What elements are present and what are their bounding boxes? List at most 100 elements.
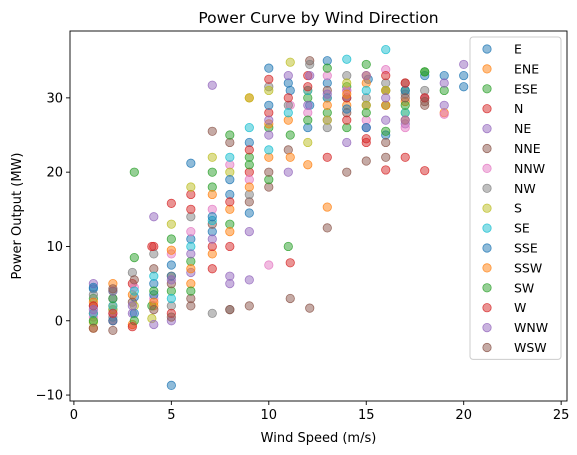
- data-point: [303, 160, 313, 170]
- data-point: [166, 219, 176, 229]
- data-point: [264, 130, 274, 140]
- y-tick-label: 30: [46, 91, 63, 106]
- data-point: [322, 223, 332, 233]
- data-point: [381, 93, 391, 103]
- data-point: [361, 134, 371, 144]
- data-point: [283, 108, 293, 118]
- data-point: [166, 312, 176, 322]
- data-point: [361, 70, 371, 81]
- data-point: [361, 156, 371, 166]
- data-point: [149, 271, 159, 281]
- data-point: [342, 89, 352, 99]
- series-sw: [88, 63, 430, 326]
- legend-item: ENE: [482, 61, 539, 76]
- data-point: [88, 282, 98, 292]
- legend-label: SSW: [514, 260, 542, 275]
- data-point: [439, 100, 449, 110]
- data-point: [439, 109, 449, 119]
- series-wnw: [88, 70, 449, 330]
- legend-item: N: [482, 101, 523, 116]
- data-point: [285, 130, 295, 140]
- legend-label: W: [514, 300, 526, 315]
- data-point: [381, 70, 391, 81]
- y-tick-label: 20: [46, 166, 63, 181]
- data-point: [186, 158, 196, 168]
- data-point: [381, 44, 391, 55]
- legend-item: ESE: [482, 81, 538, 96]
- data-points: [88, 44, 469, 390]
- legend-label: NNE: [514, 141, 541, 156]
- data-point: [459, 70, 469, 81]
- legend-label: E: [514, 42, 522, 57]
- legend-item: W: [482, 300, 526, 315]
- legend-label: WNW: [514, 320, 548, 335]
- legend-label: SE: [514, 221, 530, 236]
- data-point: [400, 93, 410, 103]
- data-point: [400, 115, 410, 125]
- data-point: [166, 293, 176, 304]
- data-point: [420, 166, 430, 176]
- data-point: [244, 182, 254, 192]
- data-point: [207, 308, 217, 318]
- data-point: [342, 115, 352, 125]
- series-wsw: [88, 93, 430, 333]
- x-tick-label: 15: [358, 408, 375, 423]
- data-point: [381, 152, 391, 162]
- x-axis-label: Wind Speed (m/s): [261, 431, 377, 446]
- legend-label: SW: [514, 280, 534, 295]
- data-point: [264, 115, 274, 125]
- data-point: [420, 67, 430, 77]
- y-tick-label: −10: [36, 389, 63, 404]
- legend-item: NNW: [482, 161, 545, 176]
- plot-border: [69, 30, 568, 402]
- legend-label: SSE: [514, 241, 538, 256]
- legend-marker: [482, 243, 492, 253]
- legend-marker: [482, 223, 492, 233]
- data-point: [207, 167, 217, 177]
- data-point: [264, 74, 274, 84]
- data-point: [225, 241, 235, 252]
- data-point: [342, 167, 352, 177]
- legend-marker: [482, 263, 492, 273]
- data-point: [361, 122, 371, 133]
- legend-label: S: [514, 201, 522, 216]
- data-point: [322, 115, 332, 125]
- legend-box: [469, 36, 562, 360]
- data-point: [88, 305, 98, 315]
- data-point: [285, 258, 295, 268]
- legend-marker: [482, 143, 492, 154]
- x-tick-label: 5: [167, 408, 175, 423]
- data-point: [303, 115, 313, 125]
- data-point: [264, 167, 274, 177]
- data-point: [283, 93, 293, 103]
- legend-item: WNW: [482, 320, 548, 335]
- data-point: [381, 165, 391, 175]
- data-point: [127, 301, 137, 311]
- data-point: [127, 322, 137, 332]
- data-point: [108, 308, 118, 318]
- data-point: [244, 208, 254, 218]
- data-point: [342, 104, 352, 114]
- y-axis: −10 0 10 20 30: [36, 91, 70, 404]
- legend-label: N: [514, 101, 523, 116]
- data-point: [303, 82, 313, 92]
- data-point: [264, 145, 274, 155]
- legend-item: SSE: [482, 241, 538, 256]
- legend-item: NE: [482, 121, 531, 136]
- data-point: [147, 241, 157, 252]
- data-point: [420, 96, 430, 107]
- legend-item: NW: [482, 181, 536, 196]
- data-point: [244, 227, 254, 237]
- legend-label: NNW: [514, 161, 545, 176]
- data-point: [283, 70, 293, 81]
- legend-item: S: [482, 201, 522, 216]
- legend-marker: [482, 283, 492, 293]
- data-point: [459, 59, 469, 70]
- y-tick-label: 10: [46, 240, 63, 255]
- data-point: [225, 152, 235, 162]
- legend-label: ESE: [514, 81, 538, 96]
- legend-label: WSW: [514, 340, 547, 355]
- data-point: [149, 212, 159, 222]
